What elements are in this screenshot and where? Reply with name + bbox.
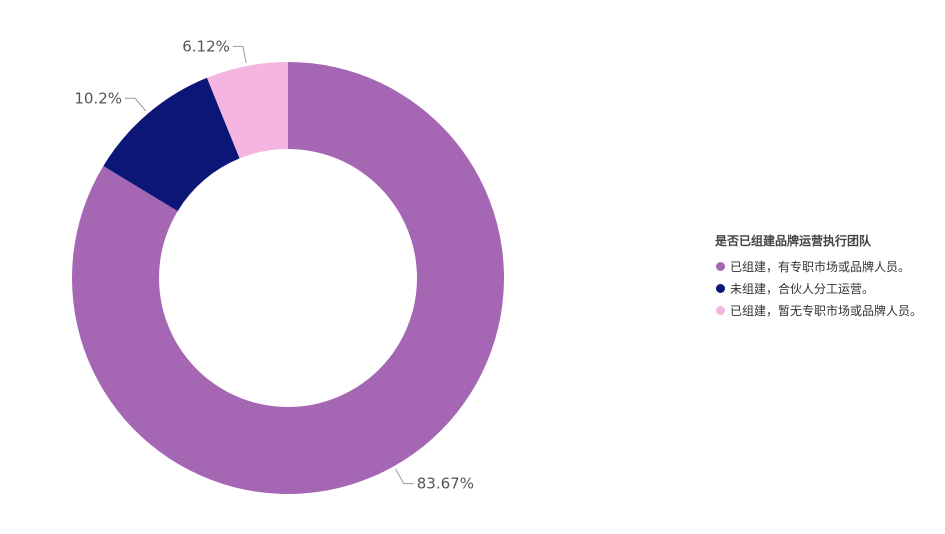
label-not-formed: 10.2% [74,89,122,107]
legend-swatch-formed-no-dedicated [716,305,725,315]
label-formed-dedicated: 83.67% [417,475,474,493]
legend-label-formed-dedicated: 已组建，有专职市场或品牌人员。 [730,259,911,274]
legend-title: 是否已组建品牌运营执行团队 [715,234,872,248]
leader-line-label-formed-dedicated [395,468,414,485]
leader-line-label-not-formed [125,97,147,112]
legend-swatch-not-formed [716,283,725,293]
legend-item-formed-no-dedicated[interactable]: 已组建，暂无专职市场或品牌人员。 [715,299,943,321]
leader-line-label-formed-no-dedicated [232,45,247,64]
slice-formed-no-dedicated[interactable] [206,62,288,159]
legend: 是否已组建品牌运营执行团队 已组建，有专职市场或品牌人员。 未组建，合伙人分工运… [715,232,943,321]
legend-label-formed-no-dedicated: 已组建，暂无专职市场或品牌人员。 [730,303,923,318]
legend-label-not-formed: 未组建，合伙人分工运营。 [730,281,875,296]
slice-formed-dedicated[interactable] [71,62,504,494]
legend-item-not-formed[interactable]: 未组建，合伙人分工运营。 [715,277,943,299]
label-formed-no-dedicated: 6.12% [182,37,230,55]
legend-swatch-formed-dedicated [716,261,725,271]
slice-not-formed[interactable] [103,77,240,212]
legend-item-formed-dedicated[interactable]: 已组建，有专职市场或品牌人员。 [715,255,943,277]
